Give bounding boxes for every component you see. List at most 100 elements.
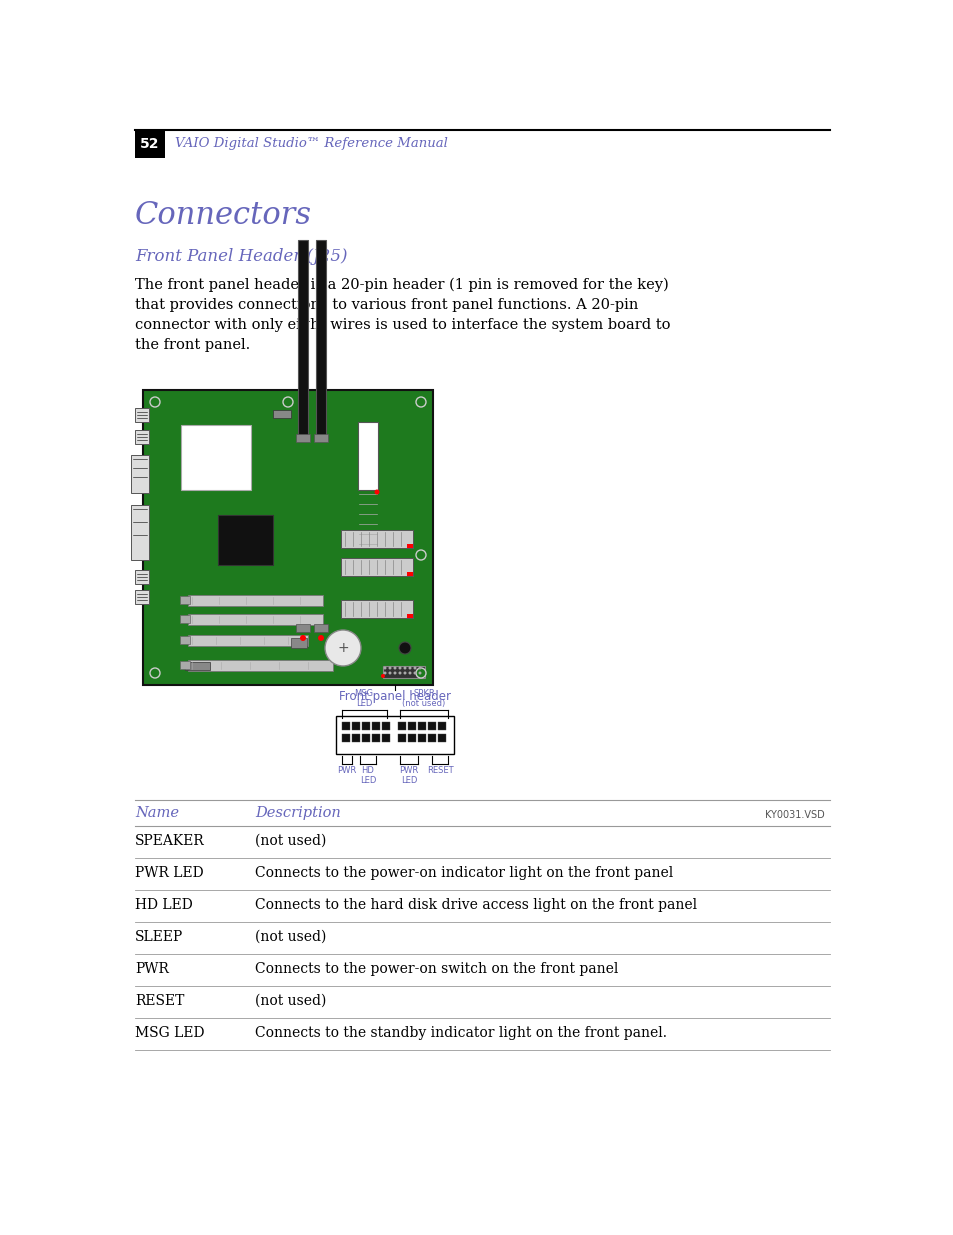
Bar — [180, 597, 190, 604]
Text: Connects to the power-on switch on the front panel: Connects to the power-on switch on the f… — [254, 962, 618, 976]
Text: PWR: PWR — [337, 766, 356, 776]
Bar — [381, 734, 390, 742]
Bar — [185, 662, 210, 671]
Bar — [428, 734, 436, 742]
Text: MSG LED: MSG LED — [135, 1026, 204, 1040]
Text: Front Panel Header (J25): Front Panel Header (J25) — [135, 248, 347, 266]
Circle shape — [317, 635, 324, 641]
Text: PWR: PWR — [135, 962, 169, 976]
Bar — [180, 661, 190, 669]
Bar — [181, 425, 251, 490]
Bar — [135, 571, 149, 584]
Bar — [314, 433, 328, 442]
Text: RESET: RESET — [135, 994, 184, 1008]
Text: Connects to the power-on indicator light on the front panel: Connects to the power-on indicator light… — [254, 866, 673, 881]
Bar — [352, 722, 359, 730]
Circle shape — [299, 635, 306, 641]
Circle shape — [388, 672, 391, 674]
Bar — [341, 734, 350, 742]
Circle shape — [150, 668, 160, 678]
Circle shape — [416, 396, 426, 408]
Circle shape — [418, 672, 421, 674]
Bar — [417, 722, 426, 730]
Bar — [291, 638, 307, 648]
Bar — [335, 716, 454, 755]
Bar — [135, 130, 165, 158]
Circle shape — [375, 489, 379, 494]
Text: Front panel header: Front panel header — [338, 690, 451, 703]
Bar — [188, 659, 333, 671]
Bar — [340, 530, 413, 548]
Circle shape — [403, 667, 406, 669]
Bar — [437, 734, 446, 742]
Bar — [361, 722, 370, 730]
Text: SPEAKER: SPEAKER — [135, 834, 205, 848]
Circle shape — [383, 672, 386, 674]
Circle shape — [408, 667, 411, 669]
Text: SLEEP: SLEEP — [135, 930, 183, 944]
Text: (not used): (not used) — [254, 930, 326, 944]
Bar — [218, 515, 273, 564]
Bar — [295, 624, 310, 632]
Text: that provides connections to various front panel functions. A 20-pin: that provides connections to various fro… — [135, 298, 638, 312]
Text: Connects to the standby indicator light on the front panel.: Connects to the standby indicator light … — [254, 1026, 666, 1040]
Bar — [361, 734, 370, 742]
Text: 52: 52 — [140, 137, 159, 151]
Text: VAIO Digital Studio™ Reference Manual: VAIO Digital Studio™ Reference Manual — [174, 137, 447, 151]
Bar — [188, 614, 323, 625]
Text: Connects to the hard disk drive access light on the front panel: Connects to the hard disk drive access l… — [254, 898, 697, 911]
Text: PWR
LED: PWR LED — [399, 766, 418, 785]
Bar — [397, 734, 406, 742]
Circle shape — [408, 672, 411, 674]
Circle shape — [418, 667, 421, 669]
Text: (not used): (not used) — [254, 994, 326, 1008]
Text: MSG
LED: MSG LED — [355, 689, 374, 708]
Text: PWR LED: PWR LED — [135, 866, 203, 881]
Bar — [135, 590, 149, 604]
Bar — [341, 722, 350, 730]
Bar — [381, 722, 390, 730]
Circle shape — [150, 396, 160, 408]
Bar — [408, 734, 416, 742]
Bar — [428, 722, 436, 730]
Text: KY0031.VSD: KY0031.VSD — [764, 810, 824, 820]
Bar — [135, 130, 829, 158]
Bar — [188, 595, 323, 606]
Bar — [407, 543, 413, 548]
Bar — [131, 505, 149, 559]
Circle shape — [383, 667, 386, 669]
Circle shape — [403, 672, 406, 674]
Bar — [188, 635, 308, 646]
Circle shape — [413, 672, 416, 674]
Circle shape — [398, 642, 411, 655]
Bar — [135, 408, 149, 422]
Bar — [437, 722, 446, 730]
Bar — [273, 410, 291, 417]
Text: (not used): (not used) — [254, 834, 326, 848]
Bar — [352, 734, 359, 742]
Text: the front panel.: the front panel. — [135, 338, 250, 352]
Bar — [180, 636, 190, 643]
Circle shape — [325, 630, 360, 666]
Bar — [382, 666, 424, 678]
Bar — [340, 558, 413, 576]
Bar — [135, 430, 149, 445]
Bar — [357, 422, 377, 490]
Text: SPKR
(not used): SPKR (not used) — [402, 689, 445, 708]
Text: connector with only eight wires is used to interface the system board to: connector with only eight wires is used … — [135, 317, 670, 332]
Text: HD
LED: HD LED — [359, 766, 375, 785]
Bar — [372, 722, 379, 730]
Text: RESET: RESET — [426, 766, 453, 776]
Circle shape — [393, 672, 396, 674]
Bar — [407, 572, 413, 576]
Text: Description: Description — [254, 806, 340, 820]
Circle shape — [388, 667, 391, 669]
Bar — [143, 390, 433, 685]
Circle shape — [416, 668, 426, 678]
Bar — [407, 614, 413, 618]
Text: HD LED: HD LED — [135, 898, 193, 911]
Circle shape — [393, 667, 396, 669]
Circle shape — [283, 396, 293, 408]
Circle shape — [413, 667, 416, 669]
Circle shape — [416, 550, 426, 559]
